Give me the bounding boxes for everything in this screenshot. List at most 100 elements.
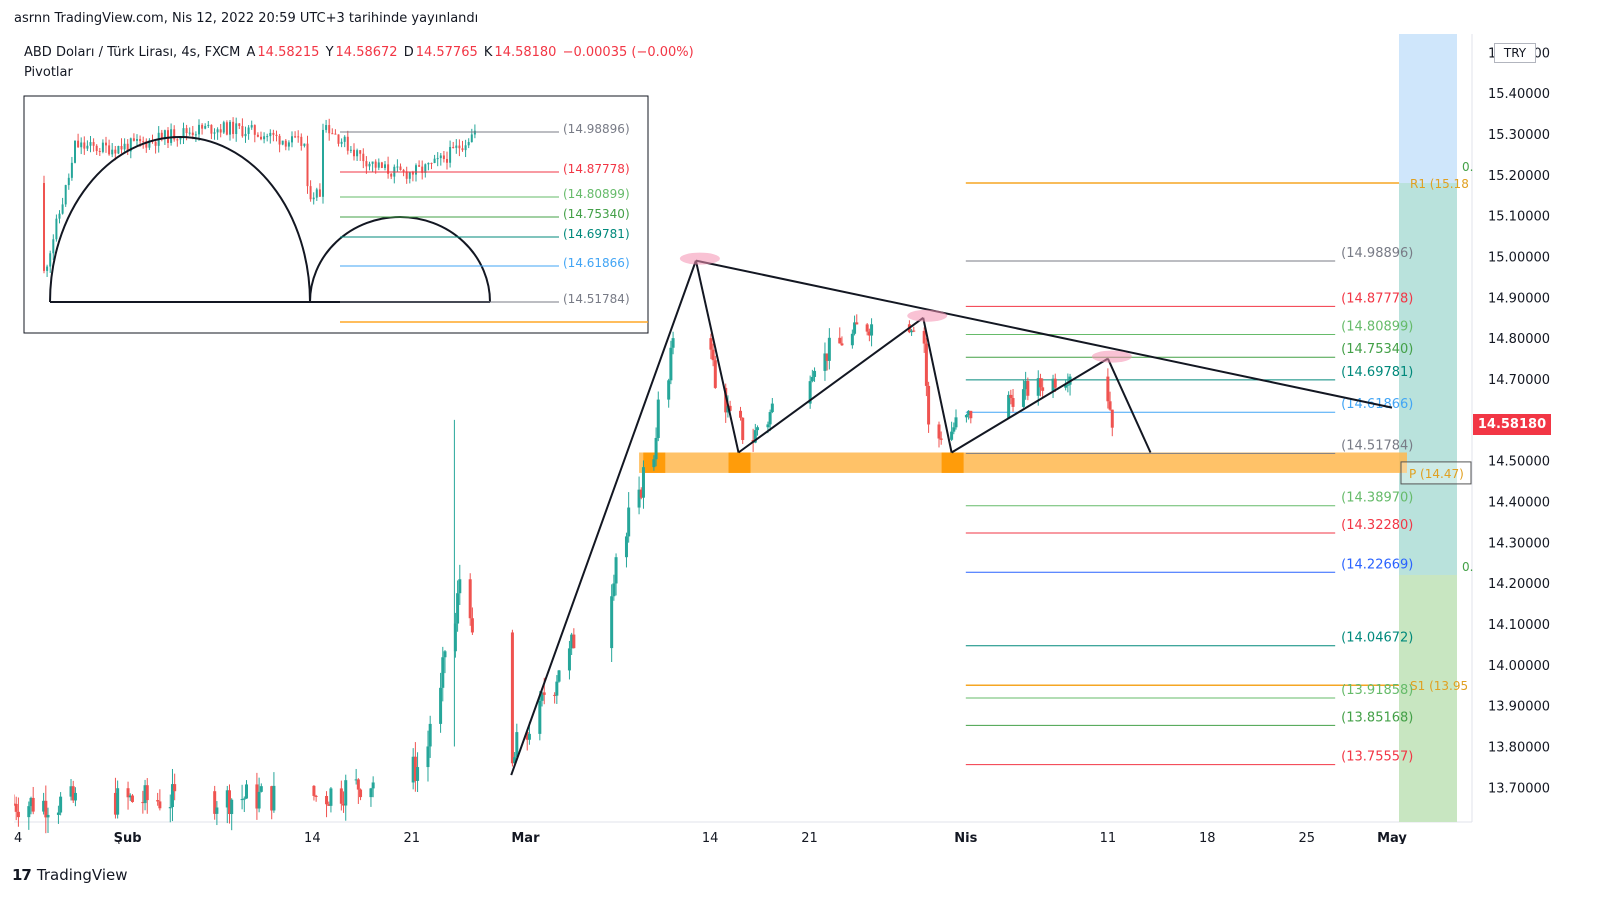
candle-body xyxy=(44,800,48,818)
inset-candle-body xyxy=(306,143,309,187)
candle-body xyxy=(964,415,968,418)
inset-candle-body xyxy=(238,123,241,127)
candle-body xyxy=(527,733,531,740)
inset-candle-body xyxy=(356,150,359,157)
pivot-zone-lower xyxy=(1399,574,1457,822)
candle-body xyxy=(967,410,971,416)
inset-candle-body xyxy=(439,155,442,159)
candle-body xyxy=(1038,378,1042,388)
candle-body xyxy=(853,322,857,334)
inset-candle-body xyxy=(83,142,86,149)
inset-candle-body xyxy=(461,148,464,151)
x-tick-label: 18 xyxy=(1199,831,1216,844)
candle-body xyxy=(641,467,645,498)
inset-candle-body xyxy=(464,145,467,151)
support-zone xyxy=(639,452,1407,473)
candle-body xyxy=(413,756,417,781)
inset-candle-body xyxy=(235,123,238,135)
inset-candle-body xyxy=(374,161,377,168)
fib-level-label: (14.22669) xyxy=(1341,557,1413,572)
candle-body xyxy=(669,347,673,381)
inset-candle-body xyxy=(139,139,142,142)
fib-level-label: (14.87778) xyxy=(1341,291,1413,306)
inset-candle-body xyxy=(411,172,414,175)
candle-body xyxy=(1064,385,1068,388)
inset-candle-body xyxy=(67,177,70,186)
inset-candle-body xyxy=(225,122,228,135)
inset-candle-body xyxy=(390,173,393,177)
pattern-line xyxy=(510,260,697,776)
candle-body xyxy=(1009,394,1013,399)
symbol-legend: ABD Doları / Türk Lirası, 4s, FXCM A 14.5… xyxy=(24,45,696,60)
candle-body xyxy=(339,788,343,804)
candle-body xyxy=(27,806,31,818)
candle-body xyxy=(325,795,329,805)
inset-level-label: (14.98896) xyxy=(563,122,630,136)
candle-body xyxy=(540,692,544,701)
candle-body xyxy=(470,618,474,633)
y-tick-label: 14.50000 xyxy=(1488,455,1550,470)
resistance-trendline xyxy=(695,259,1393,409)
candle-body xyxy=(952,427,956,432)
candle-body xyxy=(924,343,928,386)
inset-level-label: (14.61866) xyxy=(563,256,630,270)
inset-candle-body xyxy=(213,132,216,134)
candle-body xyxy=(1106,376,1110,402)
candle-body xyxy=(42,800,46,812)
inset-candle-body xyxy=(222,122,225,133)
chart-area[interactable]: R1 (15.18 S1 (13.95 P (14.47) 0. 0. (14.98896… xyxy=(14,34,1574,844)
indicator-name[interactable]: Pivotlar xyxy=(24,65,73,80)
inset-candle-body xyxy=(241,126,244,137)
price-chart[interactable]: R1 (15.18 S1 (13.95 P (14.47) 0. 0. (14.98896… xyxy=(14,34,1574,844)
currency-button[interactable]: TRY xyxy=(1494,43,1536,63)
inset-candle-body xyxy=(424,164,427,173)
open-label: A xyxy=(246,45,256,60)
candle-body xyxy=(912,330,916,332)
candle-body xyxy=(850,333,854,346)
inset-candle-body xyxy=(340,141,343,144)
candle-body xyxy=(713,360,717,388)
candle-body xyxy=(553,694,557,696)
inset-candle-body xyxy=(384,164,386,168)
inset-candle-body xyxy=(210,124,213,134)
inset-candle-body xyxy=(380,162,383,168)
inset-candle-body xyxy=(408,172,411,179)
candle-body xyxy=(728,405,732,411)
support-touch-marker xyxy=(941,452,964,473)
fib-level-label: (14.69781) xyxy=(1341,365,1413,380)
candle-body xyxy=(126,788,130,798)
open-value: 14.58215 xyxy=(257,45,320,60)
y-tick-label: 13.70000 xyxy=(1488,781,1550,796)
candle-body xyxy=(312,785,316,796)
inset-level-label: (14.69781) xyxy=(563,227,630,241)
inset-candle-body xyxy=(126,143,129,152)
candle-body xyxy=(255,784,259,809)
tradingview-logo-icon: 17 xyxy=(12,866,32,884)
inset-candle-body xyxy=(300,136,303,146)
candle-body xyxy=(69,786,73,797)
candle-body xyxy=(855,322,859,325)
candle-body xyxy=(453,623,457,652)
candle-body xyxy=(259,786,263,792)
candle-body xyxy=(567,648,571,671)
fib-level-label: (14.38970) xyxy=(1341,491,1413,506)
y-tick-label: 15.10000 xyxy=(1488,210,1550,225)
candle-body xyxy=(59,796,63,813)
inset-candle-body xyxy=(433,158,436,164)
candle-body xyxy=(257,791,261,809)
inset-candle-body xyxy=(399,166,402,170)
inset-candle-body xyxy=(312,197,315,200)
inset-candle-body xyxy=(52,239,55,254)
tradingview-brand[interactable]: 17 TradingView xyxy=(12,866,128,884)
inset-candle-body xyxy=(256,134,259,137)
inset-candle-body xyxy=(284,140,287,147)
candle-body xyxy=(823,353,827,371)
candle-body xyxy=(572,634,576,649)
candle-body xyxy=(954,417,958,428)
inset-candle-body xyxy=(55,218,58,240)
candle-body xyxy=(168,807,172,809)
close-value: 14.58180 xyxy=(494,45,557,60)
inset-candle-body xyxy=(446,158,448,163)
fib-level-label: (13.91858) xyxy=(1341,683,1413,698)
inset-candle-body xyxy=(219,129,222,133)
